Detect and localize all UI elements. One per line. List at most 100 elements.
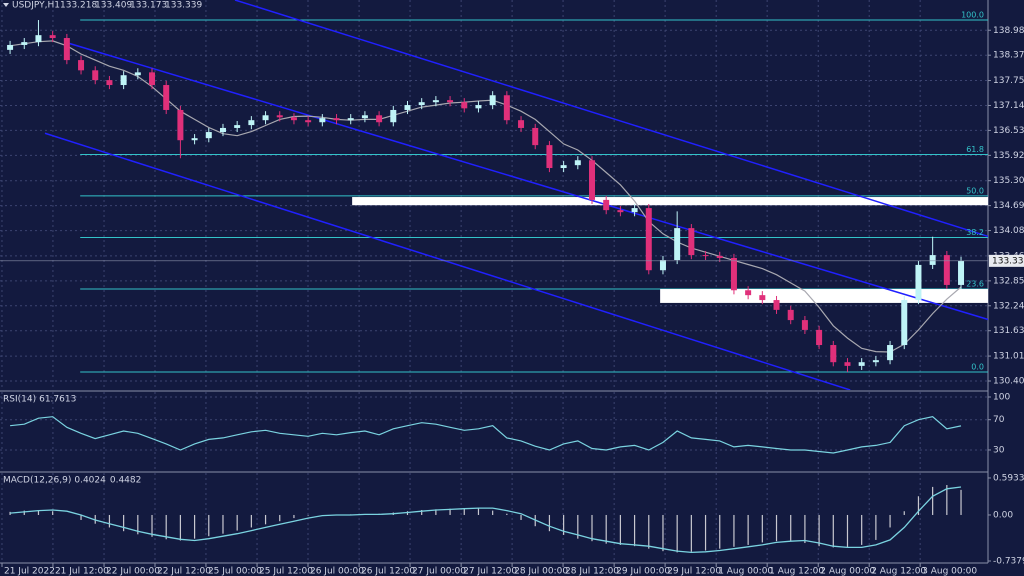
macd-histogram xyxy=(165,514,167,540)
macd-histogram xyxy=(37,509,40,515)
y-tick-label: -0.7379 xyxy=(993,556,1024,566)
indicator-value: 0.4024 xyxy=(74,476,106,486)
y-tick-label: 134.080 xyxy=(993,226,1024,236)
candle-body xyxy=(191,138,198,141)
zone xyxy=(352,197,988,206)
y-tick-label: 138.370 xyxy=(993,51,1024,61)
quote-value: 133.409 xyxy=(95,1,132,11)
candle-body xyxy=(7,44,14,50)
candle-body xyxy=(234,125,241,128)
candle-body xyxy=(560,165,567,169)
macd-histogram xyxy=(577,514,579,539)
x-tick-label: 21 Jul 12:00 xyxy=(55,567,109,576)
candle-body xyxy=(759,295,766,301)
macd-histogram xyxy=(193,514,196,539)
y-tick-label: 0.00 xyxy=(993,510,1013,520)
candle-body xyxy=(787,309,794,321)
x-tick-label: 29 Jul 00:00 xyxy=(616,567,670,576)
x-tick-label: 1 Aug 00:00 xyxy=(718,567,773,576)
quote-value: 133.218 xyxy=(60,1,97,11)
macd-histogram xyxy=(790,514,792,541)
macd-histogram xyxy=(832,514,834,548)
candle-body xyxy=(716,255,723,258)
y-tick-label: 0.5933 xyxy=(993,473,1024,483)
panel-1 xyxy=(0,392,988,471)
x-tick-label: 28 Jul 00:00 xyxy=(514,567,568,576)
candle-body xyxy=(219,127,226,133)
x-tick-label: 2 Aug 00:00 xyxy=(820,567,875,576)
candle-body xyxy=(929,255,936,265)
candle-body xyxy=(134,72,141,76)
candle-body xyxy=(702,255,709,257)
fib-label: 23.6 xyxy=(966,280,984,289)
macd-histogram xyxy=(548,514,551,532)
x-tick-label: 27 Jul 00:00 xyxy=(412,567,466,576)
macd-histogram xyxy=(449,508,451,515)
candle-body xyxy=(432,100,439,103)
y-tick-label: 100 xyxy=(993,392,1010,402)
indicator-title: RSI(14) xyxy=(3,395,36,405)
candle-body xyxy=(858,362,865,366)
x-tick-label: 25 Jul 12:00 xyxy=(259,567,313,576)
macd-histogram xyxy=(52,511,54,515)
candle-body xyxy=(745,290,752,296)
macd-histogram xyxy=(123,514,125,532)
candle-body xyxy=(205,132,212,139)
macd-histogram xyxy=(307,514,309,516)
candle-body xyxy=(631,208,638,213)
symbol-menu-icon[interactable] xyxy=(3,3,9,7)
candle-body xyxy=(688,228,695,256)
candle-body xyxy=(319,118,326,123)
candle-body xyxy=(532,127,539,146)
x-tick-label: 22 Jul 12:00 xyxy=(157,567,211,576)
x-tick-label: 29 Jul 12:00 xyxy=(667,567,721,576)
candle-body xyxy=(418,102,425,106)
macd-histogram xyxy=(619,514,621,545)
macd-histogram xyxy=(591,514,593,542)
x-tick-label: 21 Jul 2022 xyxy=(4,567,55,576)
macd-histogram xyxy=(506,513,508,515)
candle-body xyxy=(106,80,113,86)
chart-title: USDJPY,H1 xyxy=(12,1,60,11)
macd-histogram xyxy=(151,514,153,537)
macd-histogram xyxy=(846,514,849,548)
candle-body xyxy=(730,257,737,291)
macd-histogram xyxy=(917,496,920,515)
macd-histogram xyxy=(704,514,707,551)
candle-body xyxy=(489,95,496,106)
macd-histogram xyxy=(264,514,267,525)
candle-body xyxy=(376,115,383,123)
candle-body xyxy=(518,120,525,128)
candle-body xyxy=(958,260,965,285)
macd-histogram xyxy=(946,485,948,515)
candle-body xyxy=(674,228,681,260)
candle-body xyxy=(830,345,837,363)
macd-histogram xyxy=(662,514,664,552)
y-tick-label: 135.920 xyxy=(993,151,1024,161)
candle-body xyxy=(149,72,156,86)
y-tick-label: 137.750 xyxy=(993,76,1024,86)
candle-body xyxy=(177,109,184,141)
macd-histogram xyxy=(421,509,423,515)
macd-histogram xyxy=(932,486,934,515)
y-tick-label: 134.690 xyxy=(993,201,1024,211)
candle-body xyxy=(305,120,312,123)
x-tick-label: 1 Aug 12:00 xyxy=(769,567,824,576)
fib-label: 100.0 xyxy=(961,11,984,20)
x-tick-label: 3 Aug 00:00 xyxy=(922,567,977,576)
fib-label: 0.0 xyxy=(971,363,984,372)
macd-histogram xyxy=(179,514,181,541)
y-tick-label: 30 xyxy=(993,445,1005,455)
fib-label: 50.0 xyxy=(966,186,984,195)
indicator-value: 0.4482 xyxy=(110,476,142,486)
macd-histogram xyxy=(633,514,636,547)
x-tick-label: 26 Jul 00:00 xyxy=(310,567,364,576)
macd-histogram xyxy=(435,509,437,515)
y-tick-label: 137.140 xyxy=(993,101,1024,111)
macd-histogram xyxy=(137,514,139,535)
macd-histogram xyxy=(747,514,749,545)
x-tick-label: 26 Jul 12:00 xyxy=(361,567,415,576)
macd-histogram xyxy=(236,514,238,531)
macd-histogram xyxy=(250,514,252,528)
macd-histogram xyxy=(875,514,877,540)
